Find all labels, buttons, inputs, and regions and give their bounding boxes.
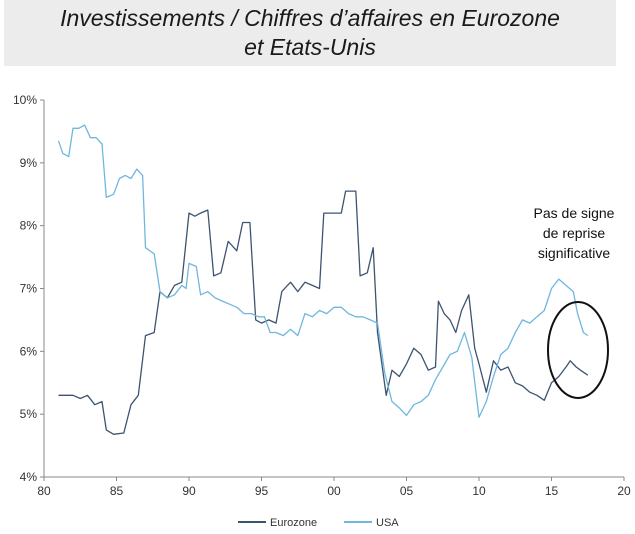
x-tick-label: 10 (472, 484, 486, 498)
series-layer (57, 124, 589, 435)
y-tick-label: 9% (20, 156, 38, 170)
annotation-line-1: Pas de signe (534, 205, 615, 221)
y-tick-label: 10% (13, 93, 37, 107)
line-chart: 4% 5% 6% 7% 8% 9% 10% 80 85 90 95 00 05 10 15 20 Pas d… (13, 93, 631, 529)
annotation-line-2: de reprise (543, 225, 605, 241)
x-tick-label: 90 (182, 484, 196, 498)
series-line-eurozone (58, 190, 589, 435)
x-tick-label: 00 (327, 484, 341, 498)
annotation: Pas de signe de reprise significative (534, 205, 615, 261)
x-tick-label: 85 (110, 484, 124, 498)
y-tick-label: 6% (20, 344, 38, 358)
y-tick-label: 4% (20, 470, 38, 484)
legend-label-usa: USA (376, 517, 399, 529)
x-axis-ticks: 80 85 90 95 00 05 10 15 20 (37, 477, 631, 498)
y-tick-label: 7% (20, 282, 38, 296)
x-tick-label: 80 (37, 484, 51, 498)
chart-title-line-2: et Etats-Unis (244, 34, 376, 60)
y-tick-label: 8% (20, 219, 38, 233)
x-tick-label: 15 (545, 484, 559, 498)
title-banner: Investissements / Chiffres d’affaires en… (4, 0, 616, 66)
annotation-line-3: significative (538, 245, 611, 261)
x-tick-label: 20 (617, 484, 631, 498)
chart-title-line-1: Investissements / Chiffres d’affaires en… (60, 5, 560, 31)
x-tick-label: 95 (255, 484, 269, 498)
legend: Eurozone USA (238, 517, 399, 529)
series-line-usa (57, 124, 589, 418)
x-tick-label: 05 (400, 484, 414, 498)
y-tick-label: 5% (20, 407, 38, 421)
highlight-ellipse (547, 301, 609, 399)
legend-label-eurozone: Eurozone (270, 517, 317, 529)
y-axis-ticks: 4% 5% 6% 7% 8% 9% 10% (13, 93, 44, 484)
